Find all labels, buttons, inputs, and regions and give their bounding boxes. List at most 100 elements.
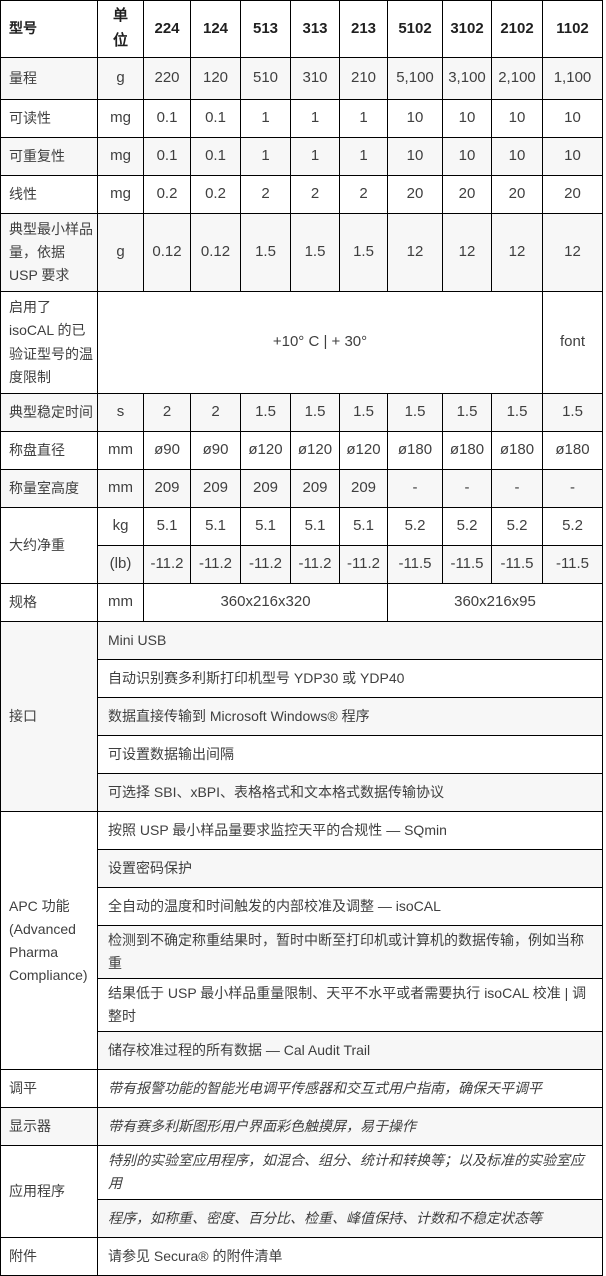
value-cell: 5.1 [240,507,291,546]
model-header-2102: 2102 [491,0,543,58]
unit-cell: s [97,393,144,432]
value-cell: 0.1 [143,137,191,176]
value-cell: - [491,469,543,508]
value-cell: 1 [290,137,340,176]
apc-feature-cell: 按照 USP 最小样品量要求监控天平的合规性 — SQmin [97,811,603,850]
value-cell: 0.1 [190,137,241,176]
value-cell: 0.1 [143,99,191,138]
value-cell: 1 [339,137,388,176]
display-cell: 带有赛多利斯图形用户界面彩色触摸屏，易于操作 [97,1107,603,1147]
value-cell: 1.5 [491,393,543,432]
model-header-313: 313 [290,0,340,58]
value-cell: 310 [290,57,340,100]
dims-right-cell: 360x216x95 [387,583,603,622]
value-cell: -11.2 [143,545,191,584]
row-label: 规格 [0,583,98,622]
value-cell: 12 [442,213,492,292]
interface-feature-cell: 可设置数据输出间隔 [97,735,603,774]
value-cell: 2 [339,175,388,214]
value-cell: - [442,469,492,508]
value-cell: 2 [190,393,241,432]
value-cell: 10 [542,99,603,138]
value-cell: 209 [290,469,340,508]
row-label: 称量室高度 [0,469,98,508]
value-cell: 20 [542,175,603,214]
value-cell: 1.5 [387,393,443,432]
value-cell: 1.5 [290,213,340,292]
model-header-5102: 5102 [387,0,443,58]
value-cell: 10 [442,99,492,138]
value-cell: ø180 [387,431,443,470]
value-cell: -11.5 [491,545,543,584]
unit-cell: mm [97,469,144,508]
row-label: 称盘直径 [0,431,98,470]
value-cell: -11.5 [542,545,603,584]
applications-cell: 特别的实验室应用程序，如混合、组分、统计和转换等；以及标准的实验室应用 [97,1145,603,1200]
header-unit-col: 单位 [97,0,144,58]
value-cell: 0.12 [190,213,241,292]
value-cell: 209 [339,469,388,508]
value-cell: 0.2 [143,175,191,214]
value-cell: 2 [290,175,340,214]
value-cell: 12 [542,213,603,292]
value-cell: 209 [143,469,191,508]
apc-feature-cell: 全自动的温度和时间触发的内部校准及调整 — isoCAL [97,887,603,926]
value-cell: 5.1 [190,507,241,546]
row-label: 线性 [0,175,98,214]
value-cell: 1 [339,99,388,138]
value-cell: 5,100 [387,57,443,100]
section-label-apc: APC 功能 (Advanced Pharma Compliance) [0,810,98,1071]
value-cell: 10 [491,137,543,176]
model-header-3102: 3102 [442,0,492,58]
value-cell: 20 [442,175,492,214]
row-label: 调平 [0,1069,98,1109]
value-cell: 2 [143,393,191,432]
apc-feature-cell: 结果低于 USP 最小样品重量限制、天平不水平或者需要执行 isoCAL 校准 … [97,978,603,1033]
interface-feature-cell: 可选择 SBI、xBPI、表格格式和文本格式数据传输协议 [97,773,603,812]
value-cell: 10 [387,99,443,138]
leveling-cell: 带有报警功能的智能光电调平传感器和交互式用户指南，确保天平调平 [97,1069,603,1109]
value-cell: 12 [491,213,543,292]
value-cell: 5.2 [442,507,492,546]
value-cell: 1,100 [542,57,603,100]
row-label: 典型稳定时间 [0,393,98,432]
value-cell: 10 [491,99,543,138]
unit-cell: mg [97,137,144,176]
model-header-124: 124 [190,0,241,58]
value-cell: -11.5 [387,545,443,584]
row-label: 大约净重 [0,507,98,584]
interface-feature-cell: Mini USB [97,621,603,660]
model-header-1102: 1102 [542,0,603,58]
value-cell: 1.5 [339,393,388,432]
value-cell: - [387,469,443,508]
value-cell: 209 [190,469,241,508]
value-cell: -11.2 [290,545,340,584]
value-cell: 210 [339,57,388,100]
value-cell: ø120 [240,431,291,470]
apc-feature-cell: 储存校准过程的所有数据 — Cal Audit Trail [97,1031,603,1071]
value-cell: ø120 [290,431,340,470]
value-cell: -11.2 [190,545,241,584]
value-cell: 2 [240,175,291,214]
value-cell: ø90 [190,431,241,470]
row-label: 可重复性 [0,137,98,176]
row-label: 显示器 [0,1107,98,1147]
row-label: 典型最小样品量，依据 USP 要求 [0,213,98,292]
row-label: 可读性 [0,99,98,138]
value-cell: 1.5 [442,393,492,432]
value-cell: 120 [190,57,241,100]
apc-feature-cell: 设置密码保护 [97,849,603,888]
value-cell: - [542,469,603,508]
value-cell: ø90 [143,431,191,470]
value-cell: 10 [542,137,603,176]
value-cell: 10 [442,137,492,176]
value-cell: 3,100 [442,57,492,100]
value-cell: 20 [491,175,543,214]
value-cell: 1 [240,99,291,138]
model-header-513: 513 [240,0,291,58]
value-cell: ø120 [339,431,388,470]
section-label-interface: 接口 [0,621,98,812]
unit-cell: mg [97,99,144,138]
